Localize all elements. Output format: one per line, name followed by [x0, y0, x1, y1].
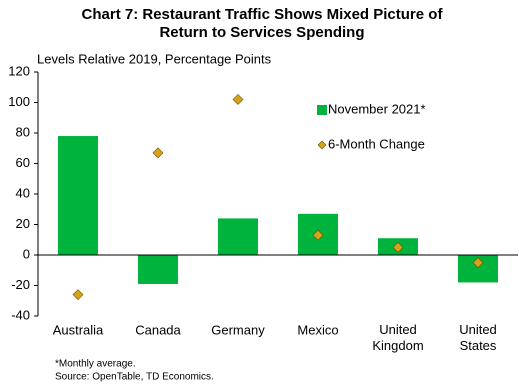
x-tick-label: United Kingdom — [372, 322, 423, 353]
diamond — [312, 229, 324, 241]
x-tick-label: Germany — [211, 322, 265, 337]
bar — [218, 218, 258, 255]
footnote: *Monthly average. — [55, 359, 136, 370]
y-tick-label: 60 — [16, 155, 30, 170]
y-tick-label: 80 — [16, 124, 30, 139]
y-tick-label: -20 — [11, 277, 30, 292]
x-tick-label: Canada — [135, 322, 181, 337]
legend-label: 6-Month Change — [328, 136, 425, 151]
diamond — [472, 257, 484, 269]
legend-label: November 2021* — [328, 101, 426, 116]
y-tick-label: 0 — [23, 246, 30, 261]
y-tick-label: -40 — [11, 307, 30, 322]
y-tick-label: 20 — [16, 216, 30, 231]
chart-title: Chart 7: Restaurant Traffic Shows Mixed … — [82, 6, 444, 41]
x-tick-label: Mexico — [297, 322, 338, 337]
diamond — [232, 94, 244, 105]
footnote: Source: OpenTable, TD Economics. — [55, 372, 214, 383]
bar — [58, 136, 98, 255]
diamond — [392, 241, 404, 253]
y-tick-label: 40 — [16, 185, 30, 200]
diamond — [152, 147, 164, 159]
diamond — [72, 289, 84, 301]
legend-swatch — [317, 105, 327, 115]
bar — [138, 255, 178, 284]
legend-swatch — [317, 140, 327, 150]
x-tick-label: Australia — [53, 322, 104, 337]
y-tick-label: 100 — [8, 94, 30, 109]
x-tick-label: United States — [459, 322, 497, 353]
y-tick-label: 120 — [8, 63, 30, 78]
y-axis-label: Levels Relative 2019, Percentage Points — [37, 51, 272, 66]
